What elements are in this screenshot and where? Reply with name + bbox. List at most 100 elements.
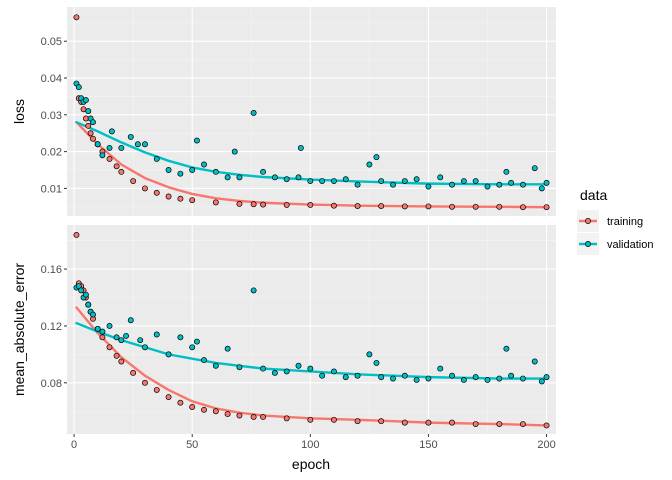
- data-point-training: [165, 394, 172, 400]
- y-tick-label: 0.08: [41, 378, 62, 390]
- x-tick-label: 200: [537, 439, 555, 451]
- panels-layer: 0.01 0.02 0.03 0.04 0.05 loss 0.08 0.12 0.16 mean…: [11, 7, 556, 451]
- data-point-validation: [118, 337, 125, 344]
- data-point-validation: [127, 317, 134, 324]
- data-point-training: [142, 379, 148, 386]
- data-point-validation: [425, 375, 432, 382]
- data-point-training: [85, 122, 92, 129]
- data-point-training: [449, 203, 456, 210]
- data-point-validation: [342, 374, 349, 381]
- data-point-training: [142, 185, 148, 192]
- y-tick-label: 0.01: [41, 183, 62, 195]
- data-point-training: [189, 197, 196, 204]
- data-point-validation: [250, 110, 257, 116]
- data-point-training: [106, 344, 113, 351]
- data-point-validation: [354, 372, 361, 379]
- data-point-training: [236, 200, 243, 207]
- data-point-validation: [85, 301, 92, 308]
- data-point-validation: [319, 372, 326, 379]
- data-point-validation: [123, 332, 130, 339]
- data-point-validation: [366, 161, 373, 168]
- legend: data training validation: [577, 187, 653, 255]
- data-point-validation: [366, 351, 373, 358]
- data-point-validation: [108, 128, 115, 135]
- data-point-validation: [90, 119, 96, 126]
- data-point-training: [378, 418, 385, 425]
- data-point-validation: [75, 84, 82, 91]
- data-point-validation: [330, 368, 337, 375]
- data-point-training: [99, 334, 106, 341]
- data-point-validation: [330, 178, 337, 184]
- data-point-validation: [90, 311, 96, 318]
- data-point-validation: [193, 137, 200, 144]
- data-point-validation: [413, 377, 420, 383]
- data-point-training: [90, 135, 96, 142]
- legend-label-training: training: [607, 216, 643, 228]
- trend-line-training: [75, 120, 548, 209]
- data-point-training: [177, 399, 184, 406]
- data-point-validation: [236, 364, 243, 371]
- x-tick-label: 0: [71, 439, 77, 451]
- panel-background: [67, 225, 556, 434]
- data-point-validation: [165, 351, 172, 358]
- data-point-validation: [99, 152, 106, 159]
- trend-line-validation: [75, 120, 548, 186]
- data-point-validation: [153, 331, 160, 338]
- y-tick-label: 0.02: [41, 147, 62, 159]
- data-point-training: [177, 195, 184, 202]
- data-point-validation: [484, 377, 491, 383]
- data-point-validation: [508, 372, 515, 379]
- data-point-validation: [297, 144, 304, 151]
- y-tick-label: 0.03: [41, 110, 62, 122]
- data-point-validation: [378, 178, 385, 184]
- data-point-training: [260, 413, 267, 420]
- data-point-validation: [373, 154, 380, 161]
- data-point-training: [224, 411, 231, 418]
- data-point-validation: [283, 176, 290, 183]
- data-point-validation: [137, 337, 144, 344]
- data-point-validation: [413, 176, 420, 183]
- data-point-validation: [177, 170, 184, 177]
- data-point-training: [472, 203, 479, 210]
- data-point-training: [449, 419, 456, 426]
- data-point-validation: [134, 141, 141, 148]
- data-point-validation: [142, 344, 148, 351]
- data-point-validation: [449, 372, 456, 379]
- data-point-training: [283, 415, 290, 422]
- data-point-training: [153, 386, 160, 393]
- y-axis-title: loss: [11, 99, 27, 124]
- data-point-validation: [231, 148, 238, 155]
- data-point-validation: [449, 181, 456, 188]
- data-point-training: [201, 406, 207, 413]
- panel-1: 0.01 0.02 0.03 0.04 0.05 loss: [11, 7, 556, 216]
- data-point-validation: [106, 323, 113, 329]
- data-point-validation: [295, 174, 302, 181]
- data-point-validation: [508, 179, 515, 186]
- x-tick-label: 50: [186, 439, 198, 451]
- data-point-training: [250, 201, 257, 208]
- data-point-validation: [503, 168, 510, 175]
- data-point-validation: [378, 374, 385, 381]
- data-point-validation: [437, 174, 444, 181]
- data-point-training: [378, 203, 385, 210]
- data-point-validation: [401, 178, 408, 184]
- data-point-validation: [113, 334, 120, 341]
- data-point-validation: [531, 358, 538, 365]
- legend-key-point: [585, 218, 591, 224]
- data-point-validation: [342, 176, 349, 183]
- data-point-training: [330, 416, 337, 423]
- data-point-validation: [201, 357, 207, 364]
- data-point-training: [118, 358, 125, 365]
- data-point-validation: [437, 365, 444, 372]
- data-point-training: [73, 14, 80, 21]
- data-point-training: [130, 178, 137, 184]
- y-axis-title: mean_absolute_error: [11, 263, 27, 396]
- legend-key-validation: [577, 233, 599, 255]
- data-point-validation: [519, 375, 526, 382]
- data-point-validation: [531, 165, 538, 172]
- legend-title: data: [580, 187, 607, 203]
- data-point-training: [212, 199, 219, 206]
- data-point-training: [212, 408, 219, 415]
- data-point-validation: [538, 185, 545, 192]
